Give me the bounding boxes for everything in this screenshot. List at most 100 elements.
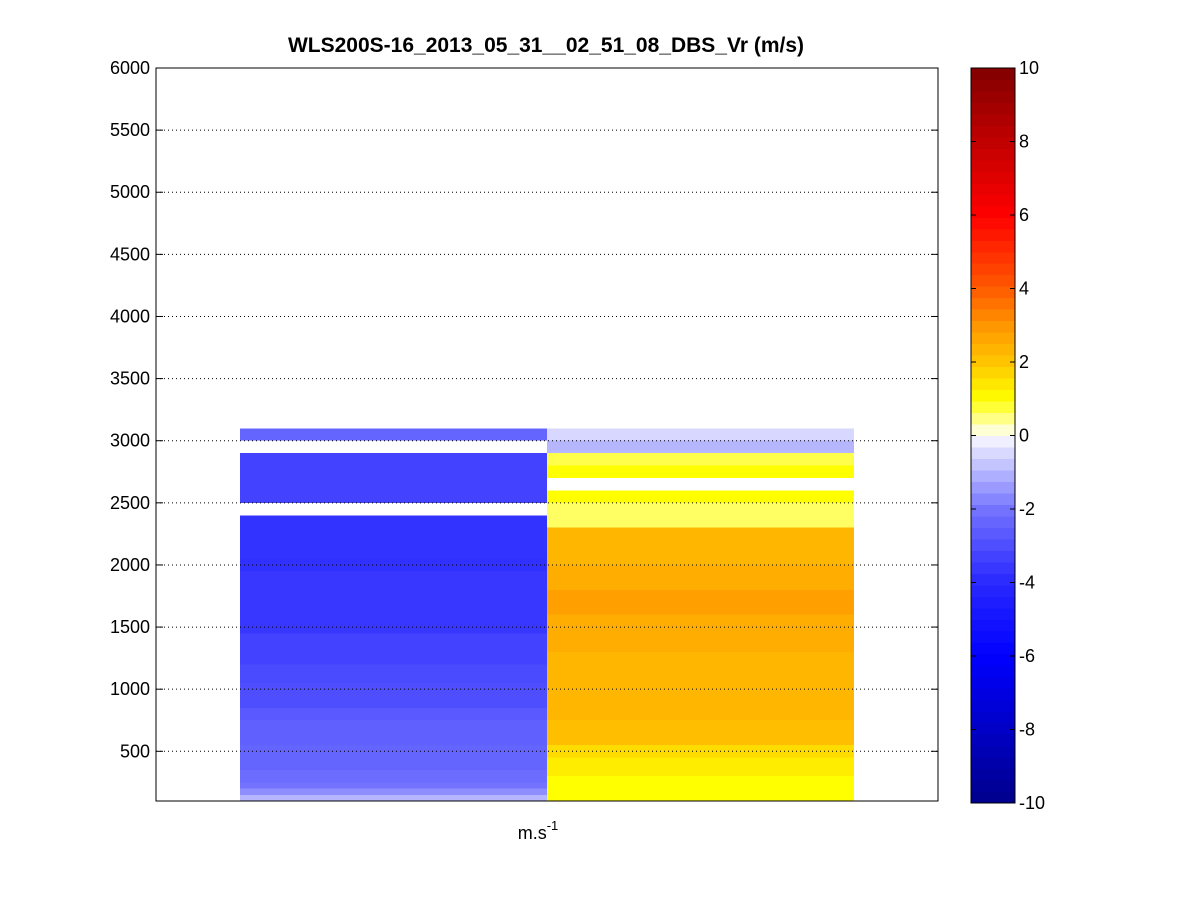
heatmap-cell	[240, 757, 547, 770]
colorbar-swatch	[971, 125, 1015, 138]
heatmap-cell	[547, 453, 854, 466]
colorbar-tick-label: -4	[1019, 573, 1035, 593]
colorbar-swatch	[971, 653, 1015, 666]
heatmap-cell	[547, 527, 854, 565]
colorbar-swatch	[971, 619, 1015, 632]
colorbar-swatch	[971, 205, 1015, 218]
heatmap-cell	[240, 664, 547, 683]
heatmap-cell	[547, 502, 854, 528]
colorbar-swatches	[971, 68, 1015, 804]
heatmap-cell	[240, 682, 547, 708]
y-tick-label: 5500	[110, 120, 150, 140]
y-tick-label: 500	[120, 741, 150, 761]
heatmap-cell	[240, 745, 547, 758]
colorbar-swatch	[971, 768, 1015, 781]
heatmap-cell	[240, 571, 547, 634]
colorbar-swatch	[971, 550, 1015, 563]
colorbar-swatch	[971, 607, 1015, 620]
colorbar-swatch	[971, 538, 1015, 551]
colorbar-swatch	[971, 182, 1015, 195]
colorbar-swatch	[971, 596, 1015, 609]
colorbar-swatch	[971, 722, 1015, 735]
y-tick-label: 5000	[110, 182, 150, 202]
colorbar-swatch	[971, 780, 1015, 793]
x-axis-label: m.s-1	[518, 818, 559, 843]
colorbar-swatch	[971, 366, 1015, 379]
x-axis-label-exponent: -1	[547, 818, 559, 833]
colorbar-swatch	[971, 159, 1015, 172]
heatmap-cell	[547, 627, 854, 652]
heatmap-cell	[547, 564, 854, 590]
heatmap-cell	[547, 651, 854, 677]
heatmap-cell	[547, 614, 854, 628]
colorbar-swatch	[971, 492, 1015, 505]
colorbar-swatch	[971, 435, 1015, 448]
colorbar-swatch	[971, 343, 1015, 356]
colorbar-swatch	[971, 630, 1015, 643]
colorbar-tick-label: -6	[1019, 646, 1035, 666]
colorbar-swatch	[971, 665, 1015, 678]
colorbar-swatch	[971, 136, 1015, 149]
colorbar-swatch	[971, 113, 1015, 126]
colorbar-swatch	[971, 90, 1015, 103]
colorbar-tick-label: -8	[1019, 720, 1035, 740]
heatmap-cell	[240, 453, 547, 503]
colorbar-swatch	[971, 297, 1015, 310]
colorbar-swatch	[971, 217, 1015, 230]
colorbar-swatch	[971, 424, 1015, 436]
y-tick-label: 2500	[110, 493, 150, 513]
heatmap-cell	[547, 465, 854, 478]
y-tick-label: 1500	[110, 617, 150, 637]
colorbar-swatch	[971, 79, 1015, 92]
heatmap-cell	[240, 515, 547, 559]
colorbar-swatch	[971, 561, 1015, 574]
colorbar-tick-label: 6	[1019, 205, 1029, 225]
colorbar-tick-label: 0	[1019, 426, 1029, 446]
y-tick-label: 4000	[110, 306, 150, 326]
colorbar-swatch	[971, 263, 1015, 276]
heatmap-cell	[547, 490, 854, 503]
y-tick-label: 3000	[110, 431, 150, 451]
y-tick-label: 6000	[110, 58, 150, 78]
heatmap-cell	[240, 782, 547, 789]
colorbar-tick-label: 8	[1019, 132, 1029, 152]
heatmap-cells	[240, 428, 854, 801]
colorbar-swatch	[971, 527, 1015, 540]
colorbar-swatch	[971, 389, 1015, 402]
colorbar-swatch	[971, 584, 1015, 597]
colorbar-swatch	[971, 481, 1015, 494]
y-tick-label: 1000	[110, 679, 150, 699]
colorbar-swatch	[971, 504, 1015, 517]
heatmap-cell	[240, 707, 547, 721]
colorbar-swatch	[971, 68, 1015, 80]
colorbar-swatch	[971, 228, 1015, 241]
colorbar-swatch	[971, 286, 1015, 299]
colorbar-swatch	[971, 757, 1015, 770]
heatmap-cell	[240, 558, 547, 572]
y-axis-ticks: 500 1000 1500 2000 2500 3000 3500 4000 4500 5000 5…	[110, 58, 938, 761]
colorbar-swatch	[971, 458, 1015, 471]
colorbar-tick-label: 10	[1019, 58, 1039, 78]
colorbar-swatch	[971, 251, 1015, 264]
colorbar-swatch	[971, 309, 1015, 322]
colorbar-swatch	[971, 745, 1015, 758]
heatmap-cell	[240, 788, 547, 795]
colorbar-swatch	[971, 688, 1015, 701]
colorbar: -10 -8 -6 -4 -2 0 2 4 6 8 10	[970, 58, 1045, 813]
colorbar-swatch	[971, 734, 1015, 747]
colorbar-swatch	[971, 102, 1015, 115]
colorbar-swatch	[971, 469, 1015, 482]
colorbar-swatch	[971, 320, 1015, 333]
heatmap-cell	[240, 720, 547, 746]
chart-title: WLS200S-16_2013_05_31__02_51_08_DBS_Vr (…	[288, 34, 804, 57]
colorbar-swatch	[971, 148, 1015, 161]
heatmap-cell	[547, 757, 854, 777]
colorbar-tick-label: -10	[1019, 793, 1045, 813]
colorbar-ticks: -10 -8 -6 -4 -2 0 2 4 6 8 10	[971, 58, 1045, 813]
heatmap-cell	[547, 589, 854, 615]
colorbar-swatch	[971, 515, 1015, 528]
colorbar-tick-label: -2	[1019, 499, 1035, 519]
colorbar-swatch	[971, 791, 1015, 804]
colorbar-swatch	[971, 412, 1015, 425]
colorbar-swatch	[971, 573, 1015, 586]
